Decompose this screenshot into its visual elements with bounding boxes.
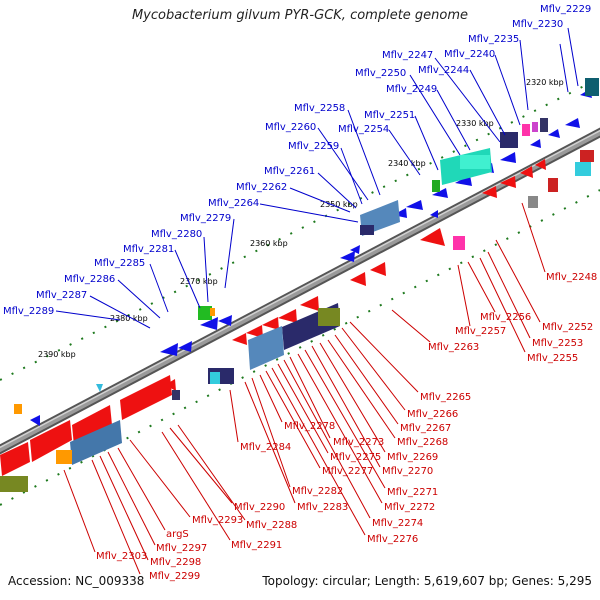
tick-track-inner — [0, 189, 600, 506]
gene-label: Mflv_2303 — [96, 551, 147, 562]
gene-label: Mflv_2298 — [150, 557, 201, 568]
reverse-strand-genes — [0, 159, 546, 476]
gene-label: Mflv_2262 — [236, 182, 287, 193]
gene-label: Mflv_2258 — [294, 103, 345, 114]
gene-label: argS — [166, 529, 189, 540]
gene-label: Mflv_2282 — [292, 486, 343, 497]
gene-label: Mflv_2290 — [234, 502, 285, 513]
gene-label: Mflv_2268 — [397, 437, 448, 448]
gene-label: Mflv_2254 — [338, 124, 389, 135]
gene-label: Mflv_2264 — [208, 198, 259, 209]
gene-label: Mflv_2289 — [3, 306, 54, 317]
reverse-strand-blocks — [0, 150, 594, 492]
gene-label: Mflv_2278 — [284, 421, 335, 432]
gene-label: Mflv_2286 — [64, 274, 115, 285]
tick-label: 2360 kbp — [250, 239, 288, 248]
tick-label: 2330 kbp — [456, 119, 494, 128]
gene-label: Mflv_2269 — [387, 452, 438, 463]
gene-label: Mflv_2267 — [400, 423, 451, 434]
gene-label: Mflv_2276 — [367, 534, 418, 545]
tick-track-outer — [0, 77, 600, 381]
gene-label: Mflv_2244 — [418, 65, 469, 76]
gene-label: Mflv_2240 — [444, 49, 495, 60]
gene-label: Mflv_2285 — [94, 258, 145, 269]
gene-label: Mflv_2287 — [36, 290, 87, 301]
gene-label: Mflv_2280 — [151, 229, 202, 240]
gene-label: Mflv_2277 — [322, 466, 373, 477]
gene-label: Mflv_2283 — [297, 502, 348, 513]
gene-label: Mflv_2293 — [192, 515, 243, 526]
gene-label: Mflv_2260 — [265, 122, 316, 133]
genome-title: Mycobacterium gilvum PYR-GCK, complete g… — [131, 8, 469, 23]
accession-text: Accession: NC_009338 — [8, 574, 145, 588]
gene-label: Mflv_2230 — [512, 19, 563, 30]
topology-text: Topology: circular; Length: 5,619,607 bp… — [262, 574, 592, 588]
gene-label: Mflv_2274 — [372, 518, 423, 529]
tick-label: 2350 kbp — [320, 200, 358, 209]
gene-label: Mflv_2263 — [428, 342, 479, 353]
top-strand-labels: Mflv_2229 Mflv_2230 Mflv_2235 Mflv_2240 … — [3, 4, 591, 317]
gene-label: Mflv_2247 — [382, 50, 433, 61]
gene-label: Mflv_2291 — [231, 540, 282, 551]
gene-label: Mflv_2257 — [455, 326, 506, 337]
gene-label: Mflv_2272 — [384, 502, 435, 513]
tick-label: 2370 kbp — [180, 277, 218, 286]
gene-label: Mflv_2270 — [382, 466, 433, 477]
gene-label: Mflv_2275 — [330, 452, 381, 463]
top-leader-lines — [55, 27, 579, 329]
tick-label: 2340 kbp — [388, 159, 426, 168]
gene-label: Mflv_2229 — [540, 4, 591, 15]
gene-label: Mflv_2248 — [546, 272, 597, 283]
gene-label: Mflv_2281 — [123, 244, 174, 255]
gene-label: Mflv_2252 — [542, 322, 593, 333]
gene-label: Mflv_2250 — [355, 68, 406, 79]
gene-label: Mflv_2297 — [156, 543, 207, 554]
tick-label: 2320 kbp — [526, 78, 564, 87]
forward-strand-blocks — [14, 78, 599, 414]
gene-label: Mflv_2256 — [480, 312, 531, 323]
gene-label: Mflv_2253 — [532, 338, 583, 349]
gene-label: Mflv_2249 — [386, 84, 437, 95]
gene-label: Mflv_2284 — [240, 442, 291, 453]
gene-label: Mflv_2265 — [420, 392, 471, 403]
gene-label: Mflv_2271 — [387, 487, 438, 498]
gene-label: Mflv_2279 — [180, 213, 231, 224]
gene-label: Mflv_2255 — [527, 353, 578, 364]
gene-label: Mflv_2266 — [407, 409, 458, 420]
gene-label: Mflv_2273 — [333, 437, 384, 448]
tick-label: 2390 kbp — [38, 350, 76, 359]
gene-label: Mflv_2251 — [364, 110, 415, 121]
tick-label: 2380 kbp — [110, 314, 148, 323]
gene-label: Mflv_2299 — [149, 571, 200, 582]
gene-label: Mflv_2259 — [288, 141, 339, 152]
gene-label: Mflv_2261 — [264, 166, 315, 177]
bottom-strand-labels: Mflv_2248 Mflv_2252 Mflv_2253 Mflv_2255 … — [96, 272, 597, 582]
gene-label: Mflv_2235 — [468, 34, 519, 45]
gene-label: Mflv_2288 — [246, 520, 297, 531]
bottom-leader-lines — [63, 202, 546, 575]
